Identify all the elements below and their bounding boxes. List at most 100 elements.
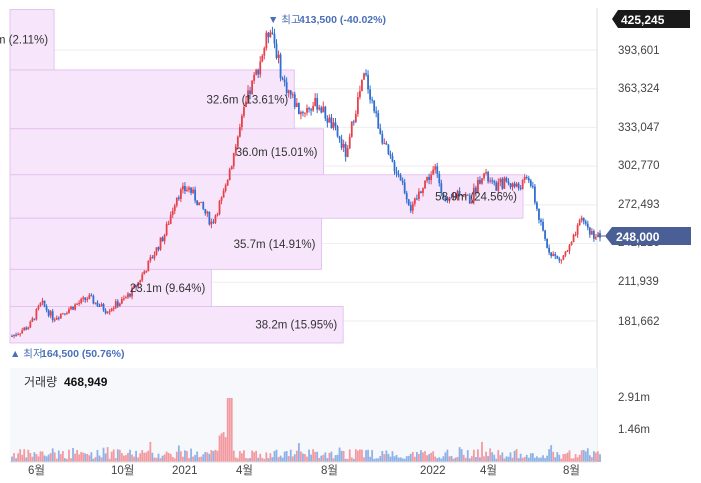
candle-body bbox=[342, 143, 345, 148]
candle-body bbox=[460, 194, 463, 196]
price-axis: 393,601 363,324 333,047 302,770 272,493 … bbox=[618, 45, 660, 328]
volume-bar bbox=[430, 452, 433, 462]
volume-bar bbox=[179, 451, 182, 462]
volume-bar bbox=[529, 453, 532, 462]
volume-bar bbox=[265, 452, 268, 462]
volume-bar bbox=[21, 454, 24, 462]
candle-body bbox=[261, 55, 264, 62]
candle-body bbox=[165, 224, 168, 235]
candle-body bbox=[324, 106, 327, 119]
candle-body bbox=[334, 122, 337, 127]
volume-bars bbox=[11, 398, 601, 462]
candle-body bbox=[35, 309, 38, 320]
volume-bar bbox=[37, 456, 40, 462]
volume-bar bbox=[102, 447, 105, 462]
candle-body bbox=[118, 303, 121, 307]
candle-body bbox=[147, 260, 150, 272]
candle-body bbox=[597, 232, 599, 237]
volume-bar bbox=[202, 454, 205, 462]
candle-body bbox=[200, 201, 203, 203]
volume-bar bbox=[371, 450, 374, 462]
candlestick-series[interactable] bbox=[11, 26, 601, 339]
volume-bar bbox=[509, 452, 512, 462]
candle-body bbox=[155, 247, 158, 255]
candle-body bbox=[407, 199, 410, 206]
candle-body bbox=[70, 306, 72, 310]
candle-body bbox=[442, 193, 445, 199]
volume-bar bbox=[98, 455, 101, 462]
price-tick: 393,601 bbox=[618, 45, 660, 57]
volume-bar bbox=[297, 443, 300, 462]
candle-body bbox=[361, 79, 363, 92]
volume-bar bbox=[216, 450, 219, 462]
candle-body bbox=[222, 190, 225, 198]
candle-body bbox=[389, 154, 392, 156]
volume-bar bbox=[153, 457, 156, 462]
candle-body bbox=[599, 232, 601, 238]
volume-bar bbox=[552, 451, 555, 462]
candle-body bbox=[430, 174, 433, 180]
volume-bar bbox=[348, 449, 351, 462]
volume-bar bbox=[560, 458, 563, 462]
candle-body bbox=[312, 105, 315, 111]
volume-bar bbox=[322, 454, 325, 462]
candle-body bbox=[415, 198, 418, 200]
volume-bar bbox=[407, 455, 410, 462]
volume-bar bbox=[342, 450, 345, 462]
candle-body bbox=[438, 173, 441, 184]
volume-bar bbox=[466, 450, 469, 462]
volume-bar bbox=[582, 449, 585, 462]
candle-body bbox=[133, 285, 135, 288]
candle-body bbox=[501, 178, 504, 189]
candle-body bbox=[145, 271, 148, 273]
high-annotation: ▼ 최고 413,500 (-40.02%) bbox=[268, 14, 386, 26]
volume-bar bbox=[88, 455, 91, 462]
volume-bar bbox=[25, 457, 28, 462]
top-price-badge: 425,245 bbox=[612, 10, 690, 28]
candle-body bbox=[509, 183, 512, 188]
candle-body bbox=[542, 221, 544, 231]
volume-tick: 1.46m bbox=[618, 424, 650, 436]
volume-bar bbox=[100, 457, 103, 462]
volume-profile-bar bbox=[9, 268, 212, 308]
candle-body bbox=[595, 236, 597, 239]
candle-body bbox=[574, 234, 577, 236]
candle-body bbox=[560, 259, 563, 261]
candle-body bbox=[167, 223, 170, 225]
candle-body bbox=[220, 197, 223, 201]
volume-bar bbox=[570, 458, 573, 462]
candle-body bbox=[584, 221, 587, 224]
volume-bar bbox=[291, 456, 294, 462]
volume-bar bbox=[129, 449, 131, 462]
volume-bar bbox=[194, 455, 197, 462]
volume-bar bbox=[306, 456, 308, 462]
volume-bar bbox=[116, 449, 119, 462]
volume-bar bbox=[230, 398, 233, 462]
candle-body bbox=[316, 98, 319, 110]
candle-body bbox=[499, 178, 502, 183]
volume-profile-label: 35.7m (14.91%) bbox=[234, 239, 316, 251]
volume-bar bbox=[519, 453, 522, 462]
volume-bar bbox=[236, 458, 239, 462]
volume-bar bbox=[383, 454, 386, 462]
candle-body bbox=[291, 94, 294, 96]
candle-body bbox=[163, 234, 166, 242]
candle-body bbox=[175, 197, 178, 206]
candle-body bbox=[363, 73, 365, 80]
candle-body bbox=[135, 285, 138, 288]
volume-bar bbox=[328, 452, 331, 462]
volume-bar bbox=[584, 451, 587, 462]
volume-bar bbox=[29, 452, 32, 462]
volume-bar bbox=[369, 456, 371, 462]
candle-body bbox=[287, 90, 290, 93]
volume-bar bbox=[57, 450, 60, 462]
candle-body bbox=[403, 182, 406, 194]
volume-bar bbox=[395, 454, 398, 462]
candle-body bbox=[495, 182, 498, 191]
candle-body bbox=[483, 173, 485, 179]
candle-body bbox=[57, 317, 60, 319]
candle-body bbox=[348, 136, 351, 149]
volume-bar bbox=[84, 453, 87, 462]
